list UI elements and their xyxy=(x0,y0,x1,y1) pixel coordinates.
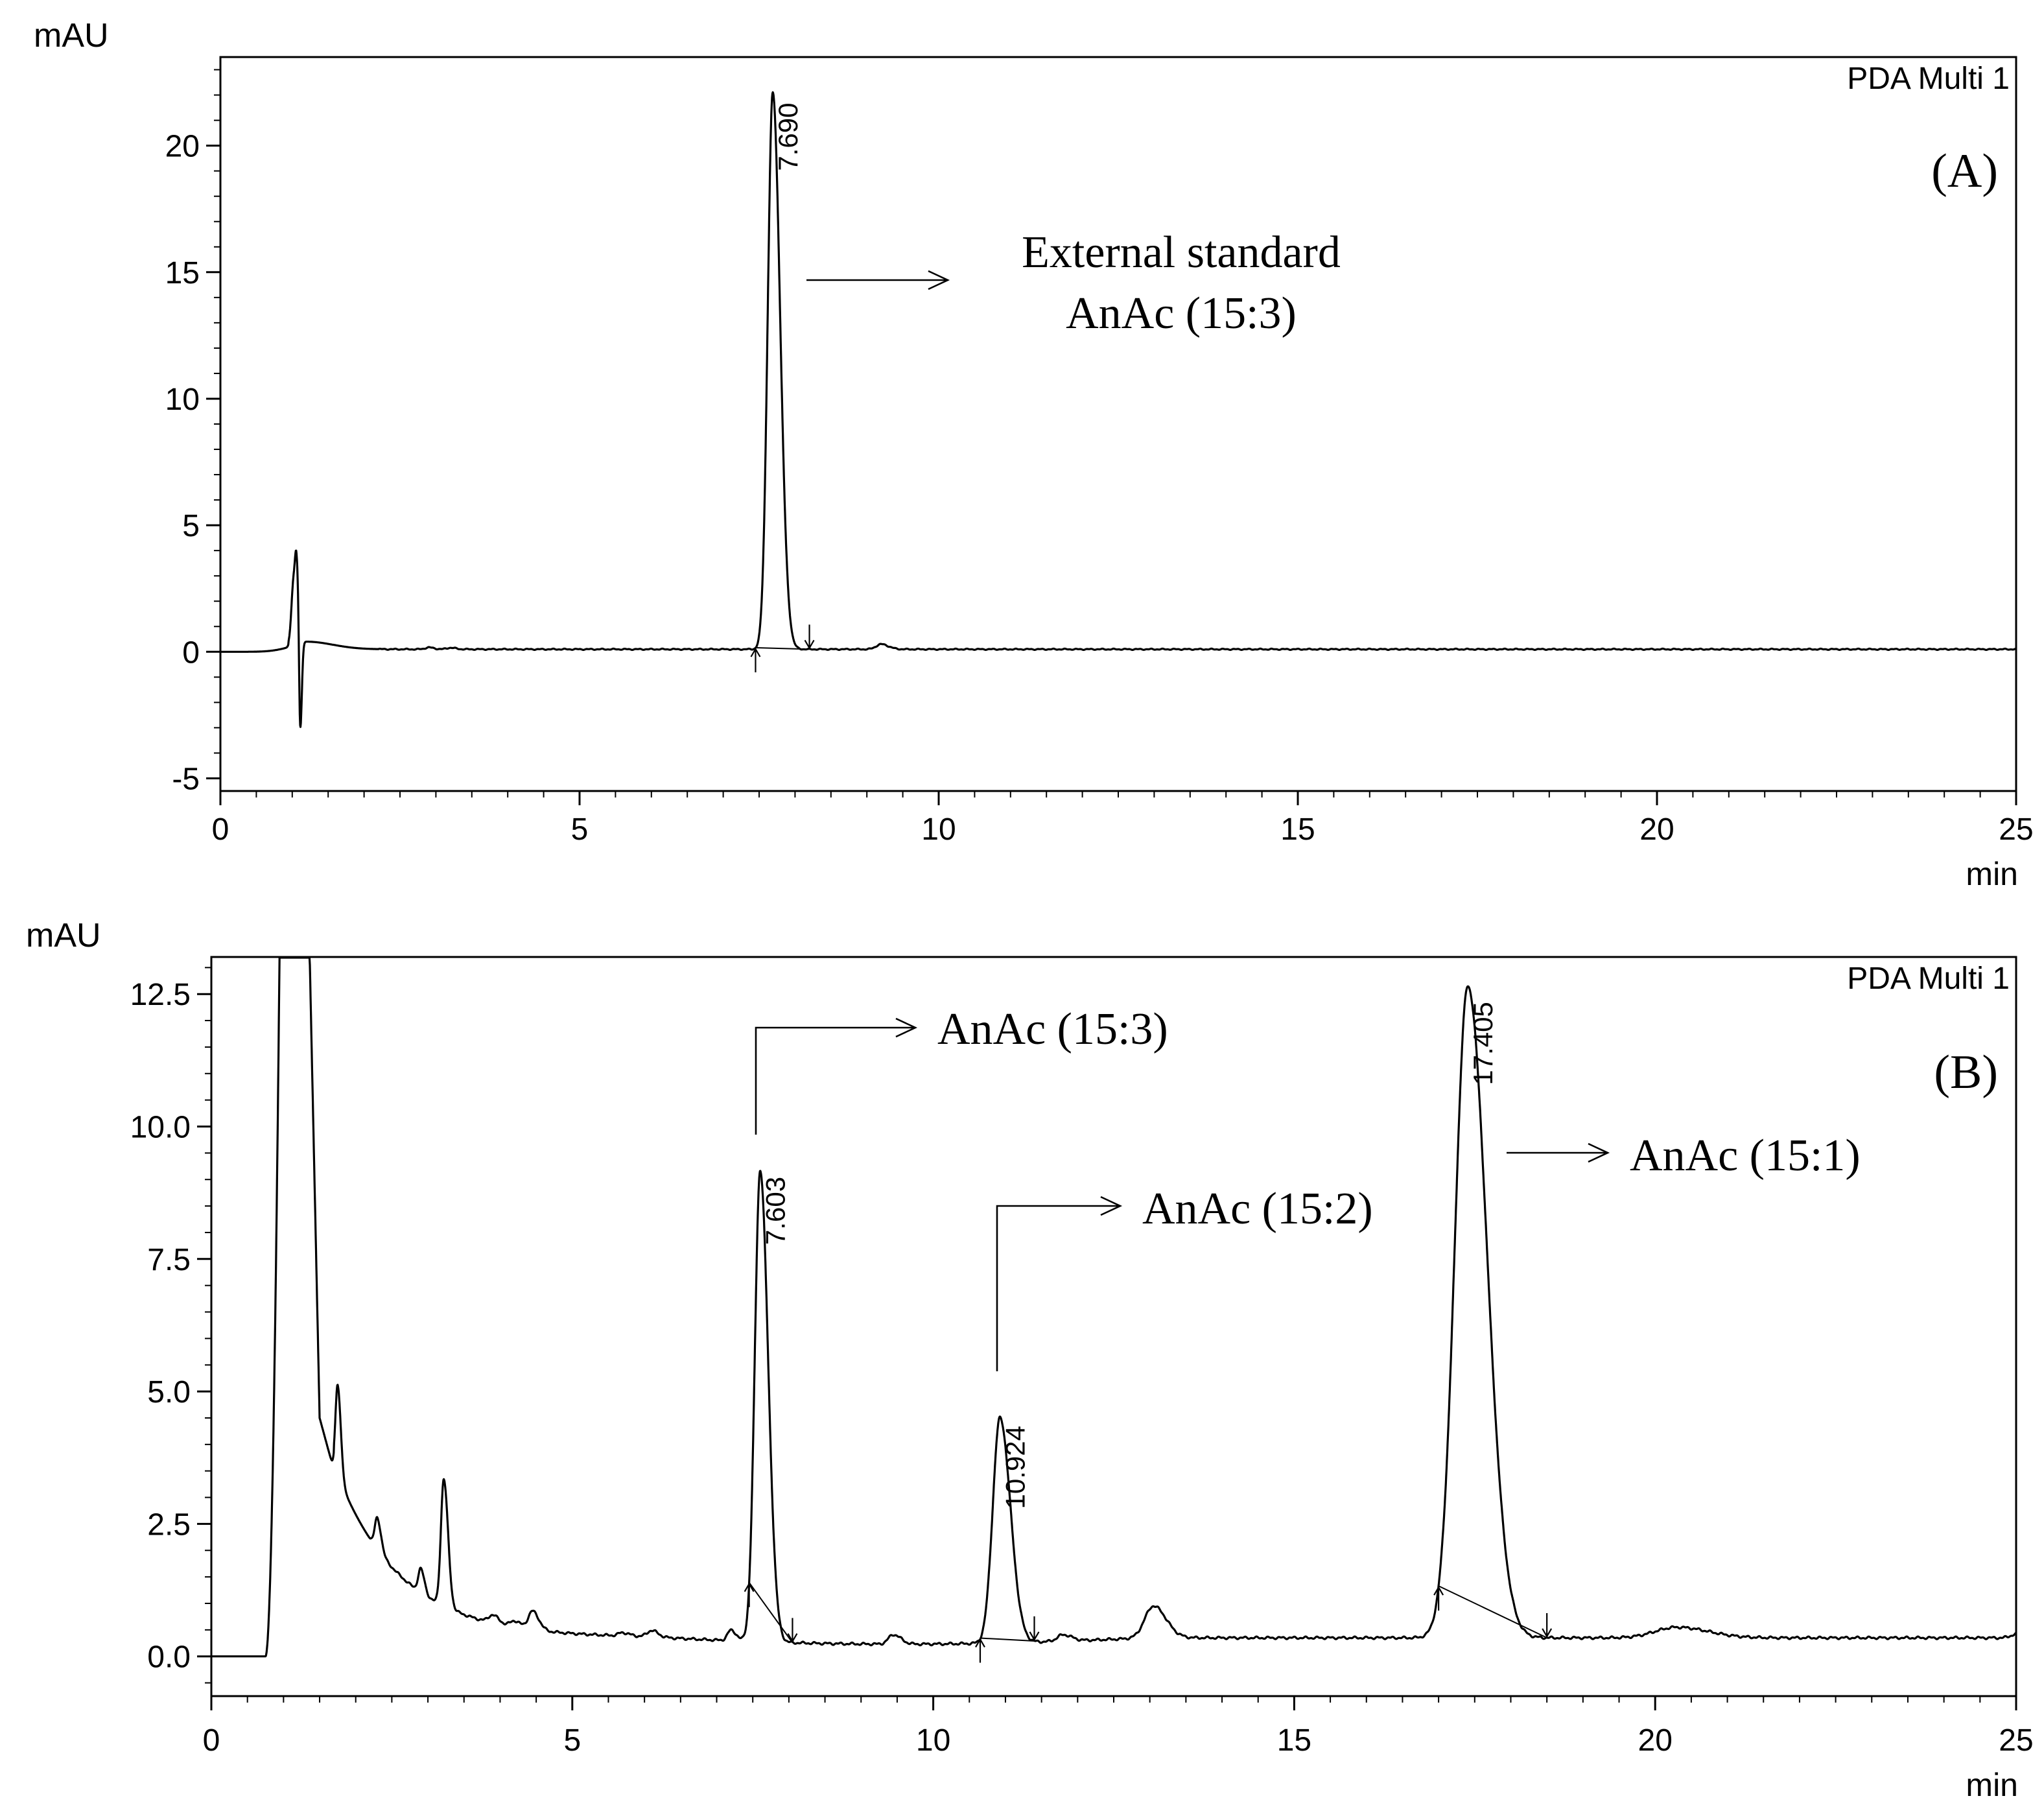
annotation-arrow xyxy=(806,270,950,290)
x-tick-label: 10 xyxy=(916,1723,950,1758)
annotation-text-line-2: AnAc (15:3) xyxy=(1066,289,1297,338)
peak-label: 10.924 xyxy=(1000,1426,1030,1509)
y-tick-label: 15 xyxy=(165,256,200,290)
chromatogram-panel-b: mAU PDA Multi 1 (B) 0 5 10 15 20 25 0.0 2.5 5.0 7… xyxy=(26,917,2034,1803)
chromatogram-panel-a: mAU PDA Multi 1 (A) 0 5 10 15 20 25 -5 0 5 10 15 20… xyxy=(34,17,2034,892)
y-tick-label: 20 xyxy=(165,130,200,164)
plot-frame xyxy=(219,56,2017,792)
x-axis-unit-label: min xyxy=(1966,1767,2018,1803)
annotation-text-line-1: External standard xyxy=(1022,228,1341,277)
x-tick-label: 15 xyxy=(1277,1723,1311,1758)
peak-label: 7.603 xyxy=(760,1177,791,1245)
y-tick-label: 10.0 xyxy=(130,1111,191,1145)
peak-start-marker xyxy=(1433,1585,1444,1611)
peak-end-marker xyxy=(804,624,815,650)
detector-label: PDA Multi 1 xyxy=(1847,962,2010,996)
plot-frame xyxy=(210,956,2017,1697)
x-tick-label: 10 xyxy=(921,812,956,847)
peak-start-marker xyxy=(975,1638,985,1663)
x-tick-label: 0 xyxy=(212,812,229,847)
panel-label: (B) xyxy=(1934,1046,1998,1099)
y-axis-unit-label: mAU xyxy=(34,17,109,54)
annotation-text: AnAc (15:1) xyxy=(1630,1131,1861,1181)
y-tick-label: 5.0 xyxy=(147,1375,191,1410)
y-axis-unit-label: mAU xyxy=(26,917,101,954)
x-axis-unit-label: min xyxy=(1966,856,2018,892)
peak-label: 17.405 xyxy=(1468,1002,1498,1085)
chromatogram-trace xyxy=(220,91,2017,728)
y-tick-label: 0 xyxy=(182,635,200,670)
peak-end-marker xyxy=(1542,1612,1553,1638)
peak-end-marker xyxy=(1029,1616,1040,1642)
integration-baseline xyxy=(748,1582,1547,1644)
peak-start-marker xyxy=(750,647,761,672)
annotation-text: AnAc (15:2) xyxy=(1142,1184,1373,1234)
y-tick-label: 5 xyxy=(182,509,200,543)
y-tick-label: 7.5 xyxy=(147,1243,191,1277)
chromatogram-trace xyxy=(211,956,2017,1658)
integration-markers xyxy=(744,1582,1553,1663)
x-tick-label: 5 xyxy=(571,812,589,847)
x-tick-label: 5 xyxy=(563,1723,581,1758)
peak-label: 7.690 xyxy=(773,103,803,171)
peak-end-marker xyxy=(787,1618,798,1643)
x-tick-label: 25 xyxy=(1999,1723,2033,1758)
axis-ticks: 0 5 10 15 20 25 0.0 2.5 5.0 7.5 10.0 12.5 xyxy=(130,967,2034,1758)
annotation-arrow xyxy=(1507,1142,1610,1163)
y-tick-label: 2.5 xyxy=(147,1507,191,1542)
y-tick-label: 12.5 xyxy=(130,978,191,1012)
y-tick-label: 10 xyxy=(165,383,200,417)
panel-label: (A) xyxy=(1931,145,1998,198)
annotation-arrow xyxy=(996,1196,1123,1371)
annotation-text: AnAc (15:3) xyxy=(937,1004,1168,1054)
axis-ticks: 0 5 10 15 20 25 -5 0 5 10 15 20 xyxy=(165,69,2034,847)
annotation-arrow xyxy=(755,1017,918,1135)
x-tick-label: 20 xyxy=(1638,1723,1673,1758)
x-tick-label: 20 xyxy=(1639,812,1674,847)
x-tick-label: 25 xyxy=(1999,812,2033,847)
peak-start-marker xyxy=(744,1582,755,1607)
x-tick-label: 15 xyxy=(1280,812,1315,847)
detector-label: PDA Multi 1 xyxy=(1847,62,2010,96)
x-tick-label: 0 xyxy=(203,1723,220,1758)
y-tick-label: 0.0 xyxy=(147,1640,191,1675)
y-tick-label: -5 xyxy=(172,762,200,796)
integration-markers xyxy=(750,624,815,672)
